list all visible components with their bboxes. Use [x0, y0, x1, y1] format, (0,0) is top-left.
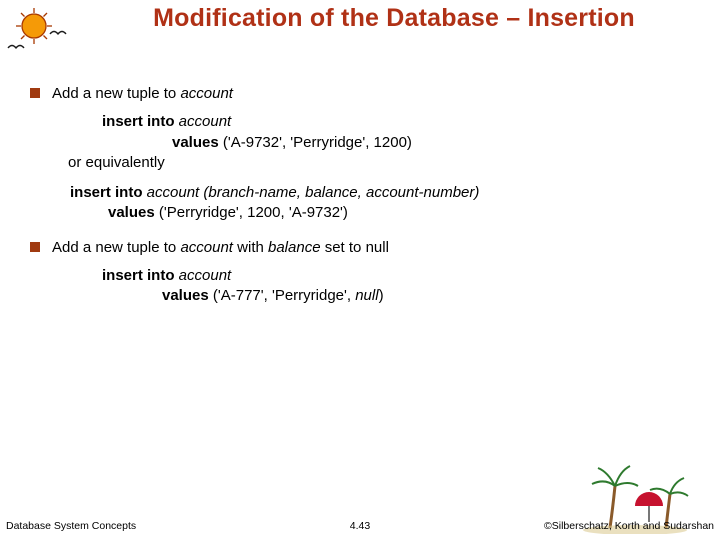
- bullet-1: Add a new tuple to account: [30, 84, 700, 104]
- kw-insert-into-2: insert into: [70, 184, 147, 201]
- slide-title: Modification of the Database – Insertion: [78, 4, 710, 33]
- values-tuple-3b: ): [379, 287, 384, 304]
- or-equivalently: or equivalently: [68, 153, 700, 173]
- tbl-account-3: account: [179, 267, 232, 284]
- code-line-5: insert into account: [102, 266, 700, 286]
- values-tuple-1: ('A-9732', 'Perryridge', 1200): [223, 134, 412, 151]
- code-line-3: insert into account (branch-name, balanc…: [70, 183, 700, 203]
- kw-values-3: values: [162, 287, 213, 304]
- kw-values-2: values: [108, 204, 159, 221]
- bullet-2-text-3: set to null: [321, 239, 389, 256]
- kw-values-1: values: [172, 134, 223, 151]
- tbl-account-2: account: [147, 184, 204, 201]
- sun-birds-icon: [6, 4, 70, 54]
- kw-insert-into-1: insert into: [102, 113, 179, 130]
- bullet-1-text-1: Add a new tuple to: [52, 85, 180, 102]
- code-line-4: values ('Perryridge', 1200, 'A-9732'): [70, 203, 700, 223]
- code-line-2: values ('A-9732', 'Perryridge', 1200): [102, 133, 700, 153]
- bullet-2-sub: insert into account values ('A-777', 'Pe…: [102, 266, 700, 307]
- slide: Modification of the Database – Insertion…: [0, 0, 720, 540]
- values-tuple-3a: ('A-777', 'Perryridge',: [213, 287, 355, 304]
- bullet-1-sub: insert into account values ('A-9732', 'P…: [102, 112, 700, 173]
- bullet-1-sub2: insert into account (branch-name, balanc…: [70, 183, 700, 224]
- footer-right: ©Silberschatz, Korth and Sudarshan: [544, 520, 714, 532]
- bullet-2: Add a new tuple to account with balance …: [30, 238, 700, 258]
- bullet-2-text-1: Add a new tuple to: [52, 239, 180, 256]
- kw-insert-into-3: insert into: [102, 267, 179, 284]
- bullet-1-account: account: [180, 85, 233, 102]
- footer: Database System Concepts 4.43 ©Silbersch…: [0, 512, 720, 532]
- code-line-1: insert into account: [102, 112, 700, 132]
- code-line-6: values ('A-777', 'Perryridge', null): [102, 286, 700, 306]
- values-tuple-2: ('Perryridge', 1200, 'A-9732'): [159, 204, 348, 221]
- bullet-2-text-2: with: [233, 239, 268, 256]
- bullet-2-account: account: [180, 239, 233, 256]
- bullet-2-balance: balance: [268, 239, 321, 256]
- tbl-account-1: account: [179, 113, 232, 130]
- slide-content: Add a new tuple to account insert into a…: [30, 84, 700, 306]
- col-list: (branch-name, balance, account-number): [203, 184, 479, 201]
- null-literal: null: [355, 287, 378, 304]
